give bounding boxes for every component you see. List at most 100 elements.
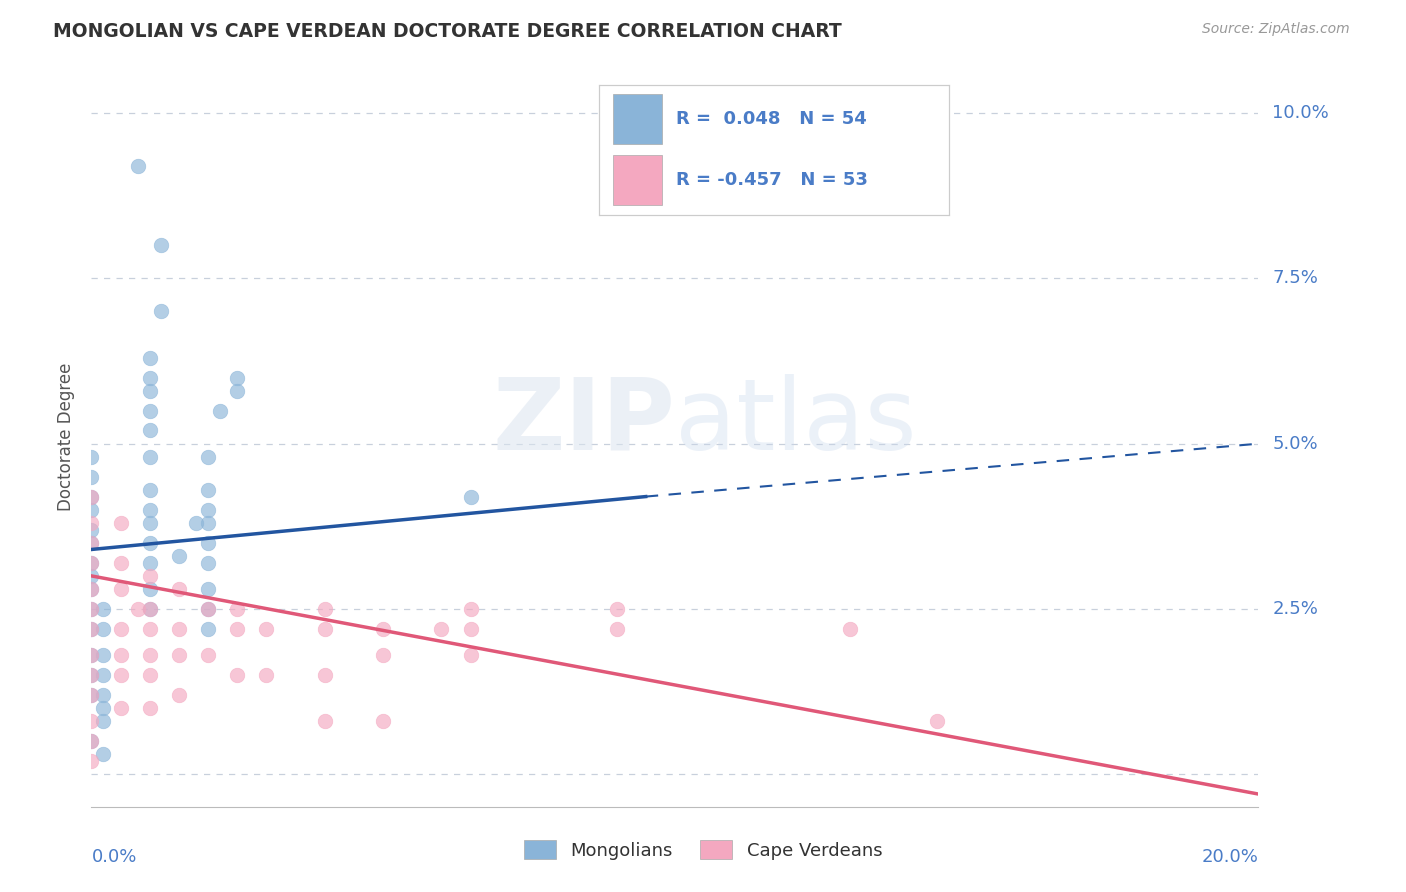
Point — [197, 582, 219, 596]
Point — [127, 159, 149, 173]
Point — [138, 556, 162, 570]
Point — [197, 450, 219, 464]
Point — [91, 701, 114, 715]
Point — [138, 516, 162, 530]
Text: 10.0%: 10.0% — [1272, 104, 1329, 122]
Point — [430, 622, 453, 636]
Point — [127, 602, 149, 616]
Point — [167, 549, 190, 563]
Text: 7.5%: 7.5% — [1272, 269, 1319, 287]
Point — [138, 648, 162, 663]
Point — [226, 370, 249, 384]
Point — [80, 734, 103, 748]
Point — [80, 648, 103, 663]
Point — [197, 602, 219, 616]
Point — [150, 238, 173, 252]
Point — [80, 754, 103, 768]
Text: 2.5%: 2.5% — [1272, 600, 1319, 618]
Point — [138, 351, 162, 365]
Point — [80, 648, 103, 663]
Point — [460, 490, 482, 504]
Point — [197, 503, 219, 517]
Point — [80, 569, 103, 583]
Point — [138, 622, 162, 636]
Point — [460, 622, 482, 636]
Point — [138, 582, 162, 596]
Point — [197, 516, 219, 530]
Point — [80, 668, 103, 682]
Point — [80, 668, 103, 682]
Point — [80, 469, 103, 483]
Point — [80, 490, 103, 504]
Point — [80, 714, 103, 729]
Point — [110, 701, 132, 715]
Point — [371, 622, 394, 636]
Point — [138, 503, 162, 517]
Point — [80, 556, 103, 570]
Point — [197, 648, 219, 663]
Point — [927, 714, 949, 729]
Point — [197, 602, 219, 616]
Point — [91, 714, 114, 729]
Point — [138, 370, 162, 384]
Point — [80, 490, 103, 504]
Text: atlas: atlas — [675, 374, 917, 471]
Point — [605, 622, 627, 636]
Point — [110, 556, 132, 570]
Point — [138, 701, 162, 715]
Point — [80, 503, 103, 517]
Point — [226, 602, 249, 616]
Point — [110, 516, 132, 530]
Point — [167, 648, 190, 663]
Point — [138, 668, 162, 682]
Legend: Mongolians, Cape Verdeans: Mongolians, Cape Verdeans — [516, 833, 890, 867]
Text: ZIP: ZIP — [492, 374, 675, 471]
Point — [138, 403, 162, 417]
Point — [138, 569, 162, 583]
Point — [208, 403, 231, 417]
Point — [314, 622, 336, 636]
Point — [110, 668, 132, 682]
Point — [91, 688, 114, 702]
Point — [254, 668, 277, 682]
Point — [150, 304, 173, 318]
Point — [371, 714, 394, 729]
Point — [80, 602, 103, 616]
Point — [80, 688, 103, 702]
Point — [226, 384, 249, 398]
Point — [197, 622, 219, 636]
Point — [80, 536, 103, 550]
Point — [138, 384, 162, 398]
Point — [110, 622, 132, 636]
Point — [80, 556, 103, 570]
Point — [197, 483, 219, 497]
Point — [91, 648, 114, 663]
Text: MONGOLIAN VS CAPE VERDEAN DOCTORATE DEGREE CORRELATION CHART: MONGOLIAN VS CAPE VERDEAN DOCTORATE DEGR… — [53, 22, 842, 41]
Point — [314, 714, 336, 729]
Point — [460, 602, 482, 616]
Point — [80, 602, 103, 616]
Text: 0.0%: 0.0% — [91, 848, 136, 866]
Point — [371, 648, 394, 663]
Point — [80, 622, 103, 636]
Point — [80, 582, 103, 596]
Point — [110, 582, 132, 596]
Point — [80, 622, 103, 636]
Point — [314, 668, 336, 682]
Point — [80, 523, 103, 537]
Point — [167, 688, 190, 702]
Point — [254, 622, 277, 636]
Point — [110, 648, 132, 663]
Text: 5.0%: 5.0% — [1272, 434, 1317, 453]
Point — [80, 582, 103, 596]
Point — [91, 622, 114, 636]
Point — [91, 747, 114, 762]
Point — [138, 450, 162, 464]
Point — [138, 424, 162, 438]
Point — [226, 668, 249, 682]
Point — [80, 688, 103, 702]
Point — [167, 622, 190, 636]
Point — [91, 668, 114, 682]
Point — [460, 648, 482, 663]
Point — [197, 536, 219, 550]
